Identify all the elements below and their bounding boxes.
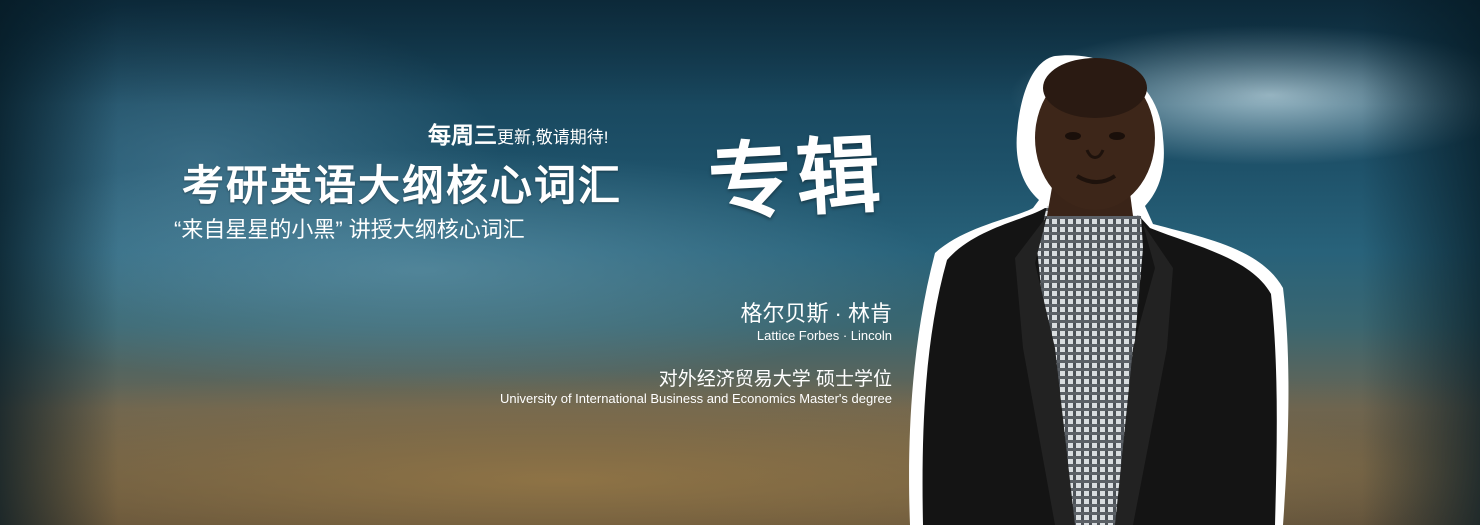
teacher-school-cn: 对外经济贸易大学 硕士学位	[658, 369, 892, 390]
teacher-portrait-icon	[909, 55, 1289, 525]
update-schedule: 每周三更新,敬请期待!	[428, 116, 608, 150]
banner-subtitle: “来自星星的小黑” 讲授大纲核心词汇	[174, 217, 525, 242]
update-note: 更新,敬请期待!	[497, 128, 609, 147]
update-day: 每周三	[428, 122, 497, 148]
teacher-name-cn: 格尔贝斯 · 林肯	[740, 301, 892, 326]
teacher-school-en: University of International Business and…	[500, 391, 892, 406]
banner-title: 考研英语大纲核心词汇	[182, 162, 623, 209]
banner-title-accent: 专辑	[706, 127, 887, 231]
teacher-name-en: Lattice Forbes · Lincoln	[756, 328, 892, 343]
